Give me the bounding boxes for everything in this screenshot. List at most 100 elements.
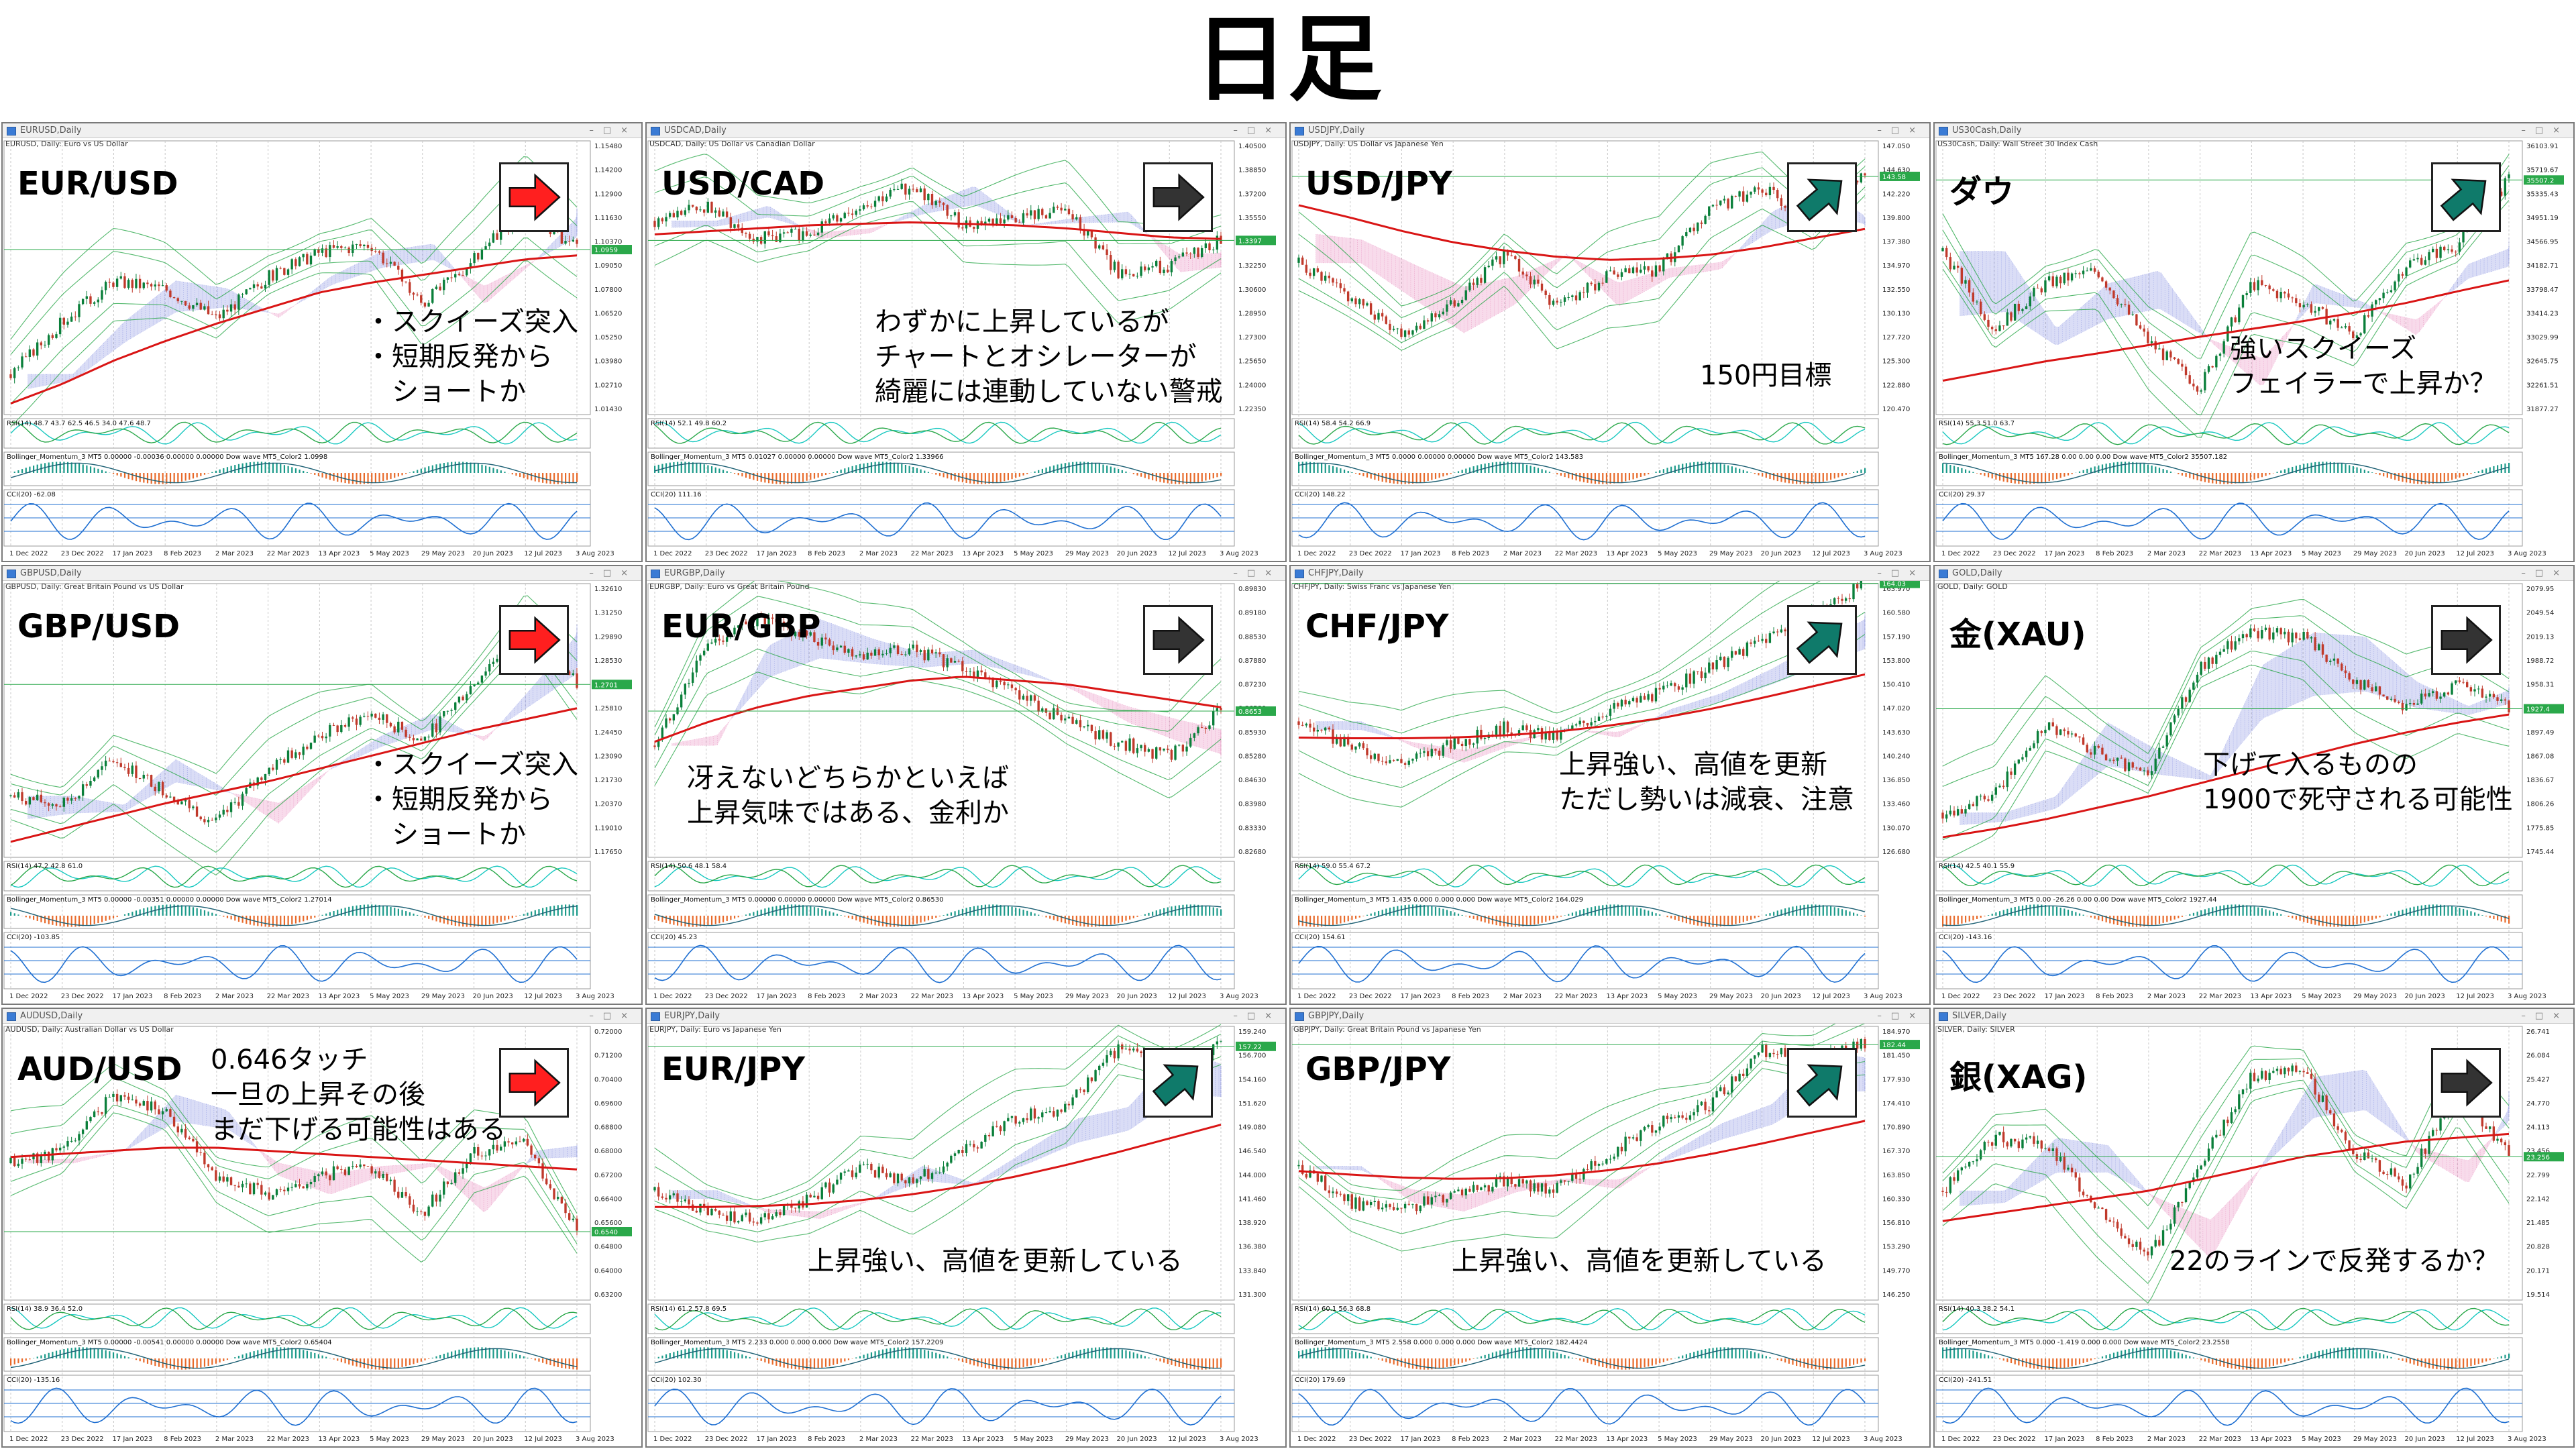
- arrow-right-icon: [508, 1059, 561, 1107]
- candle-body: [1106, 1055, 1108, 1063]
- price-tick-label: 26.084: [2526, 1053, 2550, 1060]
- candle-body: [873, 649, 877, 656]
- candle-body: [1354, 1197, 1357, 1209]
- price-chart[interactable]: 26.74126.08425.42724.77024.11323.45622.7…: [1935, 1024, 2575, 1448]
- candle-body: [699, 209, 702, 211]
- candle-body: [1765, 639, 1768, 643]
- window-titlebar[interactable]: AUDUSD,Daily –□×: [3, 1009, 641, 1024]
- window-controls[interactable]: –□×: [1233, 125, 1281, 136]
- window-controls[interactable]: –□×: [1233, 1011, 1281, 1021]
- candle-body: [176, 298, 179, 302]
- window-controls[interactable]: –□×: [2521, 568, 2569, 578]
- candle-body: [2101, 747, 2104, 755]
- candle-body: [661, 218, 664, 222]
- price-chart[interactable]: 1.405001.388501.372001.355501.339001.322…: [647, 138, 1287, 562]
- candle-body: [400, 269, 404, 282]
- candle-body: [2207, 366, 2210, 372]
- date-tick-label: 17 Jan 2023: [112, 993, 152, 1000]
- candle-body: [1216, 1041, 1219, 1044]
- date-tick-label: 2 Mar 2023: [859, 1436, 898, 1443]
- candle-body: [1953, 266, 1955, 270]
- chart-panel[interactable]: GOLD,Daily –□× 2079.95 2049.54 2019.13 1988.7…: [1933, 565, 2575, 1005]
- price-chart[interactable]: 36103.9135719.6735335.4334951.1934566.95…: [1935, 138, 2575, 562]
- price-chart[interactable]: 1.326101.312501.298901.285301.271701.258…: [3, 581, 643, 1005]
- price-chart[interactable]: 184.970181.450177.930174.410170.890167.3…: [1291, 1024, 1931, 1448]
- candle-body: [2104, 281, 2108, 288]
- window-titlebar[interactable]: GBPUSD,Daily –□×: [3, 566, 641, 581]
- price-chart[interactable]: 1.154801.142001.129001.116301.103701.090…: [3, 138, 643, 562]
- window-controls[interactable]: –□×: [1233, 568, 1281, 578]
- date-tick-label: 13 Apr 2023: [318, 550, 360, 557]
- window-titlebar[interactable]: USDJPY,Daily –□×: [1291, 123, 1929, 138]
- candle-body: [560, 1197, 564, 1203]
- price-tick-label: 0.89180: [1238, 610, 1266, 617]
- chart-panel[interactable]: EURGBP,Daily –□× 0.89830 0.89180 0.88530 0.87…: [645, 565, 1287, 1005]
- window-titlebar[interactable]: USDCAD,Daily –□×: [647, 123, 1285, 138]
- candle-body: [188, 305, 191, 309]
- price-chart[interactable]: 0.720000.712000.704000.696000.688000.680…: [3, 1024, 643, 1448]
- chart-panel[interactable]: GBPUSD,Daily –□× 1.32610 1.31250 1.29890 1.28…: [1, 565, 643, 1005]
- window-titlebar[interactable]: SILVER,Daily –□×: [1935, 1009, 2573, 1024]
- candle-body: [2257, 280, 2259, 290]
- chart-panel[interactable]: CHFJPY,Daily –□× 163.970 160.580 157.190 153.…: [1289, 565, 1931, 1005]
- candle-body: [1601, 282, 1604, 284]
- window-titlebar[interactable]: EURJPY,Daily –□×: [647, 1009, 1285, 1024]
- window-titlebar[interactable]: US30Cash,Daily –□×: [1935, 123, 2573, 138]
- price-chart[interactable]: 0.898300.891800.885300.878800.872300.865…: [647, 581, 1287, 1005]
- window-titlebar[interactable]: CHFJPY,Daily –□×: [1291, 566, 1929, 581]
- candle-body: [294, 259, 297, 266]
- chart-panel[interactable]: AUDUSD,Daily –□× 0.72000 0.71200 0.70400 0.69…: [1, 1008, 643, 1448]
- chart-panel[interactable]: US30Cash,Daily –□× 36103.91 35719.67 35335.4…: [1933, 122, 2575, 562]
- chart-panel[interactable]: EURJPY,Daily –□× 159.240 156.700 154.160 151.…: [645, 1008, 1287, 1448]
- window-titlebar[interactable]: EURUSD,Daily –□×: [3, 123, 641, 138]
- date-tick-label: 3 Aug 2023: [576, 993, 614, 1000]
- price-chart[interactable]: 147.050144.630142.220139.800137.380134.9…: [1291, 138, 1931, 562]
- chart-panel[interactable]: SILVER,Daily –□× 26.741 26.084 25.427 24.770 2…: [1933, 1008, 2575, 1448]
- chart-panel[interactable]: EURUSD,Daily –□× 1.15480 1.14200 1.12900 1.11…: [1, 122, 643, 562]
- candle-body: [2325, 1095, 2328, 1111]
- candle-body: [1704, 1102, 1707, 1111]
- candle-body: [2040, 731, 2043, 733]
- candle-body: [89, 1117, 92, 1122]
- indicator-label: RSI(14) 55.3 51.0 63.7: [1939, 420, 2015, 427]
- window-controls[interactable]: –□×: [1877, 568, 1925, 578]
- window-controls[interactable]: –□×: [1877, 1011, 1925, 1021]
- window-titlebar[interactable]: GOLD,Daily –□×: [1935, 566, 2573, 581]
- candle-body: [881, 653, 884, 655]
- window-controls[interactable]: –□×: [589, 568, 637, 578]
- candle-body: [85, 296, 88, 299]
- price-tick-label: 1.32610: [594, 586, 622, 593]
- price-tick-label: 138.920: [1238, 1220, 1266, 1227]
- candle-body: [473, 1147, 476, 1154]
- candle-body: [1320, 272, 1323, 281]
- window-titlebar[interactable]: GBPJPY,Daily –□×: [1291, 1009, 1929, 1024]
- price-tick-label: 0.66400: [594, 1195, 622, 1203]
- candle-body: [2275, 290, 2279, 299]
- candle-body: [507, 1141, 510, 1143]
- candle-body: [1309, 723, 1311, 728]
- candle-body: [2390, 290, 2393, 292]
- candle-body: [2508, 700, 2510, 712]
- candle-body: [24, 801, 28, 805]
- candle-body: [2481, 688, 2484, 698]
- candle-body: [668, 213, 672, 217]
- window-controls[interactable]: –□×: [1877, 125, 1925, 136]
- candle-body: [1949, 810, 1952, 815]
- candle-body: [1438, 314, 1441, 318]
- candle-body: [264, 284, 267, 289]
- chart-panel[interactable]: USDJPY,Daily –□× 147.050 144.630 142.220 139.…: [1289, 122, 1931, 562]
- price-chart[interactable]: 163.970160.580157.190153.800150.410147.0…: [1291, 581, 1931, 1005]
- chart-panel[interactable]: USDCAD,Daily –□× 1.40500 1.38850 1.37200 1.35…: [645, 122, 1287, 562]
- window-titlebar[interactable]: EURGBP,Daily –□×: [647, 566, 1285, 581]
- candle-body: [161, 285, 164, 286]
- price-chart[interactable]: 2079.952049.542019.131988.721958.311927.…: [1935, 581, 2575, 1005]
- window-controls[interactable]: –□×: [589, 1011, 637, 1021]
- window-controls[interactable]: –□×: [589, 125, 637, 136]
- candle-body: [2215, 1134, 2218, 1138]
- date-tick-label: 29 May 2023: [1709, 993, 1753, 1000]
- window-controls[interactable]: –□×: [2521, 1011, 2569, 1021]
- window-controls[interactable]: –□×: [2521, 125, 2569, 136]
- candle-body: [101, 1112, 103, 1114]
- candle-body: [1590, 282, 1593, 284]
- chart-panel[interactable]: GBPJPY,Daily –□× 184.970 181.450 177.930 174.…: [1289, 1008, 1931, 1448]
